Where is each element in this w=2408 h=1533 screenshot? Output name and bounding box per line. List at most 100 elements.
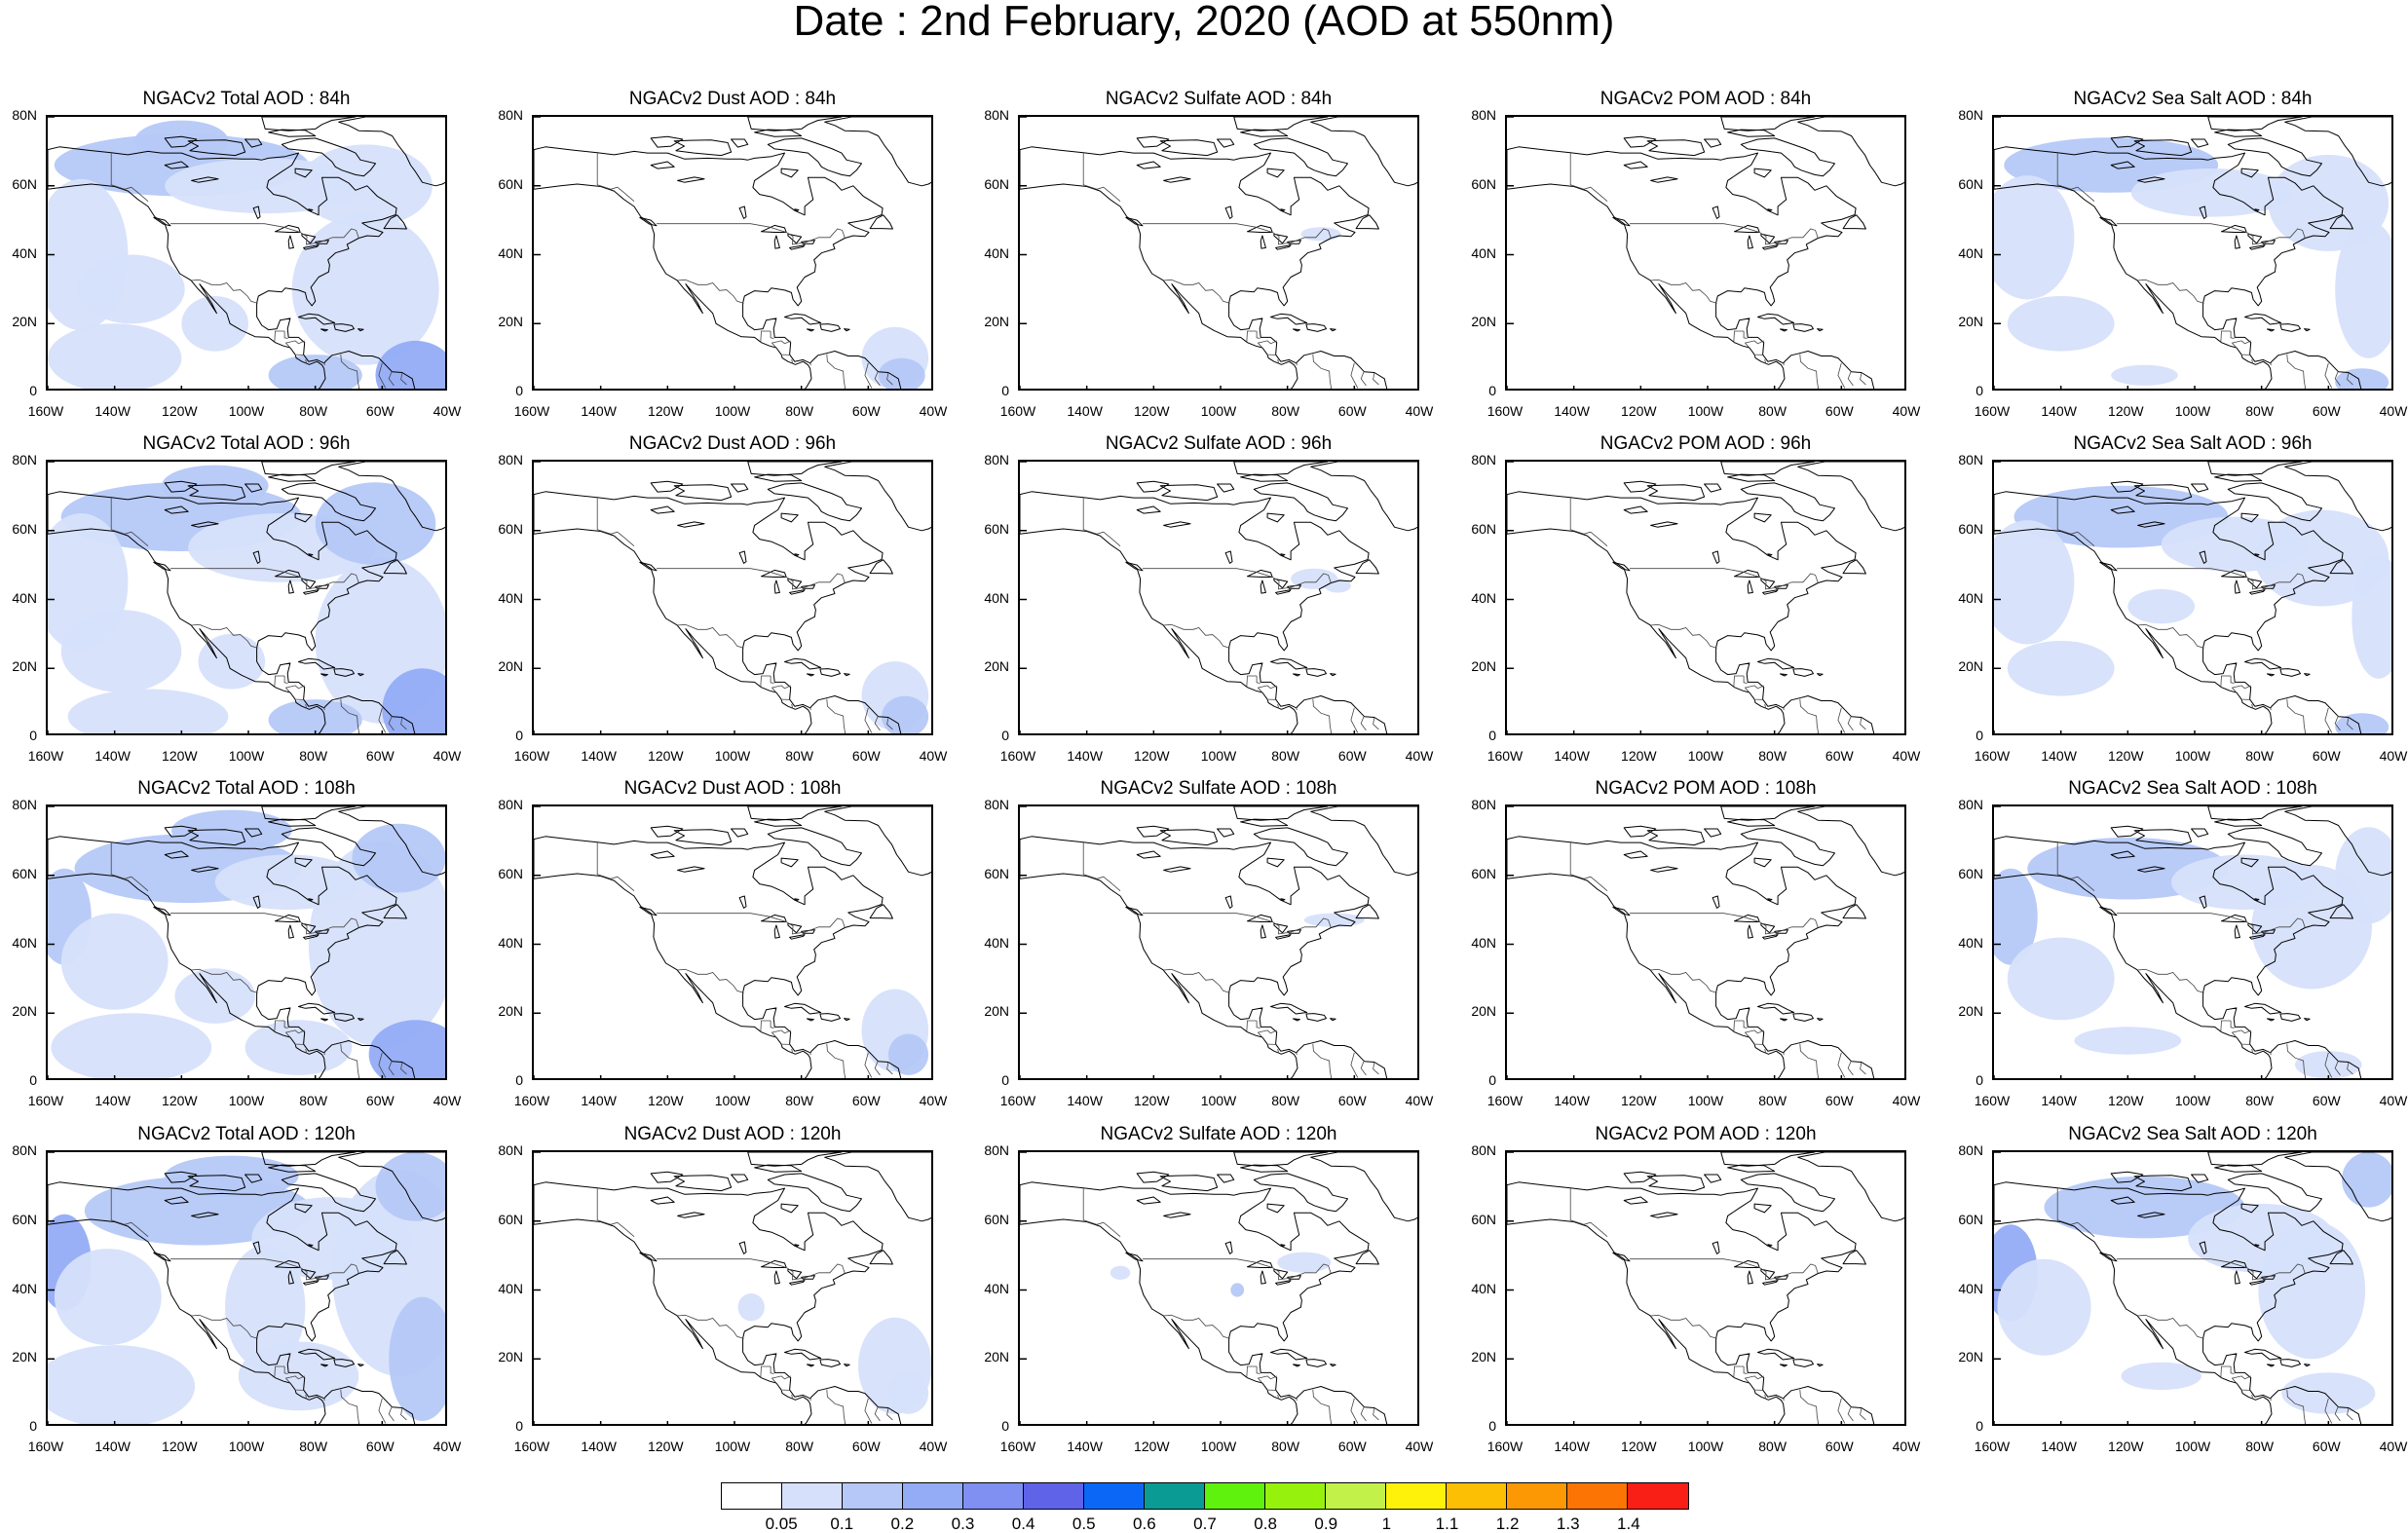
coastline — [1781, 1019, 1787, 1021]
lon-tick-label: 120W — [2101, 404, 2150, 418]
map-canvas — [1507, 117, 1906, 391]
colorbar-swatch — [1265, 1483, 1326, 1509]
map-canvas — [1994, 806, 2393, 1080]
coastline — [845, 329, 850, 331]
coastline — [1137, 826, 1169, 837]
coastline — [321, 1019, 328, 1021]
lon-tick-label: 140W — [575, 1440, 623, 1453]
coastline — [1331, 674, 1336, 676]
lon-tick-label: 140W — [1548, 1094, 1597, 1107]
lat-tick-label: 80N — [1944, 1143, 1983, 1157]
coastline — [1234, 1152, 1328, 1166]
map-frame — [1992, 804, 2393, 1080]
lat-tick-label: 20N — [970, 1350, 1009, 1364]
lat-tick-label: 40N — [0, 591, 37, 605]
map-canvas — [1020, 1152, 1419, 1426]
lon-tick-label: 160W — [994, 1440, 1042, 1453]
coastline — [1651, 522, 1678, 527]
coastline — [1311, 1152, 1419, 1221]
coastline — [1781, 674, 1787, 676]
coastline — [820, 669, 841, 677]
lat-tick-label: 0 — [0, 729, 37, 742]
coastline — [825, 462, 933, 531]
lon-tick-label: 160W — [1968, 404, 2016, 418]
colorbar-tick-label: 0.8 — [1241, 1515, 1290, 1532]
lat-tick-label: 0 — [970, 384, 1009, 397]
lat-tick-label: 80N — [484, 1143, 523, 1157]
lon-tick-label: 60W — [1815, 1440, 1863, 1453]
aod-shading — [2111, 365, 2178, 386]
country-border — [1800, 1390, 1819, 1426]
coastline — [2268, 1365, 2275, 1366]
aod-shading — [48, 323, 181, 391]
coastline — [2305, 329, 2311, 331]
coastline — [1225, 896, 1232, 908]
country-border — [1746, 1376, 1764, 1382]
country-border — [1570, 842, 1607, 891]
lon-tick-label: 40W — [1395, 1094, 1444, 1107]
aod-shading — [2131, 168, 2292, 217]
country-border — [2231, 331, 2234, 339]
lat-tick-label: 0 — [1457, 1073, 1496, 1087]
lat-tick-label: 60N — [0, 177, 37, 191]
coastline — [2235, 1271, 2239, 1284]
lat-tick-label: 0 — [970, 729, 1009, 742]
map-frame — [1018, 460, 1419, 735]
lon-tick-label: 60W — [356, 1440, 404, 1453]
coastline — [781, 1204, 798, 1213]
coastline — [2250, 590, 2266, 595]
country-border — [1247, 1366, 1257, 1378]
coastline — [1763, 590, 1779, 595]
aod-shading — [175, 968, 255, 1024]
country-border — [1257, 1021, 1260, 1028]
country-border — [1083, 498, 1120, 546]
coastline — [1843, 1251, 1865, 1264]
coastline — [2235, 925, 2239, 938]
country-border — [1630, 1259, 1818, 1280]
coastline — [1218, 1175, 1234, 1182]
country-border — [2233, 1030, 2251, 1036]
lon-tick-label: 120W — [641, 1094, 690, 1107]
country-border — [1143, 914, 1331, 934]
coastline — [1271, 1349, 1307, 1360]
country-border — [597, 153, 634, 202]
country-border — [275, 331, 284, 343]
lon-tick-label: 100W — [1194, 749, 1243, 763]
coastline — [1843, 560, 1865, 574]
lon-tick-label: 80W — [2236, 404, 2284, 418]
country-border — [1247, 331, 1257, 343]
country-border — [1247, 676, 1257, 688]
coastline — [1705, 139, 1721, 147]
lat-tick-label: 40N — [1944, 1282, 1983, 1295]
lon-tick-label: 120W — [641, 1440, 690, 1453]
lat-tick-label: 60N — [484, 867, 523, 880]
coastline — [1137, 1172, 1169, 1182]
lon-tick-label: 120W — [1614, 404, 1663, 418]
lat-tick-label: 80N — [970, 1143, 1009, 1157]
lon-tick-label: 80W — [289, 1094, 338, 1107]
map-frame — [1505, 1150, 1906, 1426]
country-border — [597, 498, 634, 546]
coastline — [2111, 826, 2143, 837]
country-border — [1570, 498, 1607, 546]
lon-tick-label: 140W — [2035, 1094, 2084, 1107]
lat-tick-label: 80N — [484, 798, 523, 811]
country-border — [1838, 1399, 1845, 1424]
country-border — [1313, 1044, 1332, 1080]
country-border — [771, 331, 773, 339]
lat-tick-label: 60N — [484, 1213, 523, 1226]
coastline — [1271, 1003, 1307, 1014]
lat-tick-label: 80N — [0, 453, 37, 467]
lat-tick-label: 20N — [1457, 1004, 1496, 1018]
coastline — [2192, 829, 2208, 837]
coastline — [825, 117, 933, 186]
country-border — [2287, 699, 2306, 735]
country-border — [761, 676, 771, 688]
coastline — [678, 177, 705, 182]
coastline — [1160, 140, 1217, 156]
colorbar-swatch — [1205, 1483, 1265, 1509]
coastline — [651, 481, 683, 492]
lat-tick-label: 40N — [1457, 1282, 1496, 1295]
colorbar-tick-label: 0.7 — [1181, 1515, 1229, 1532]
coastline — [748, 462, 842, 475]
